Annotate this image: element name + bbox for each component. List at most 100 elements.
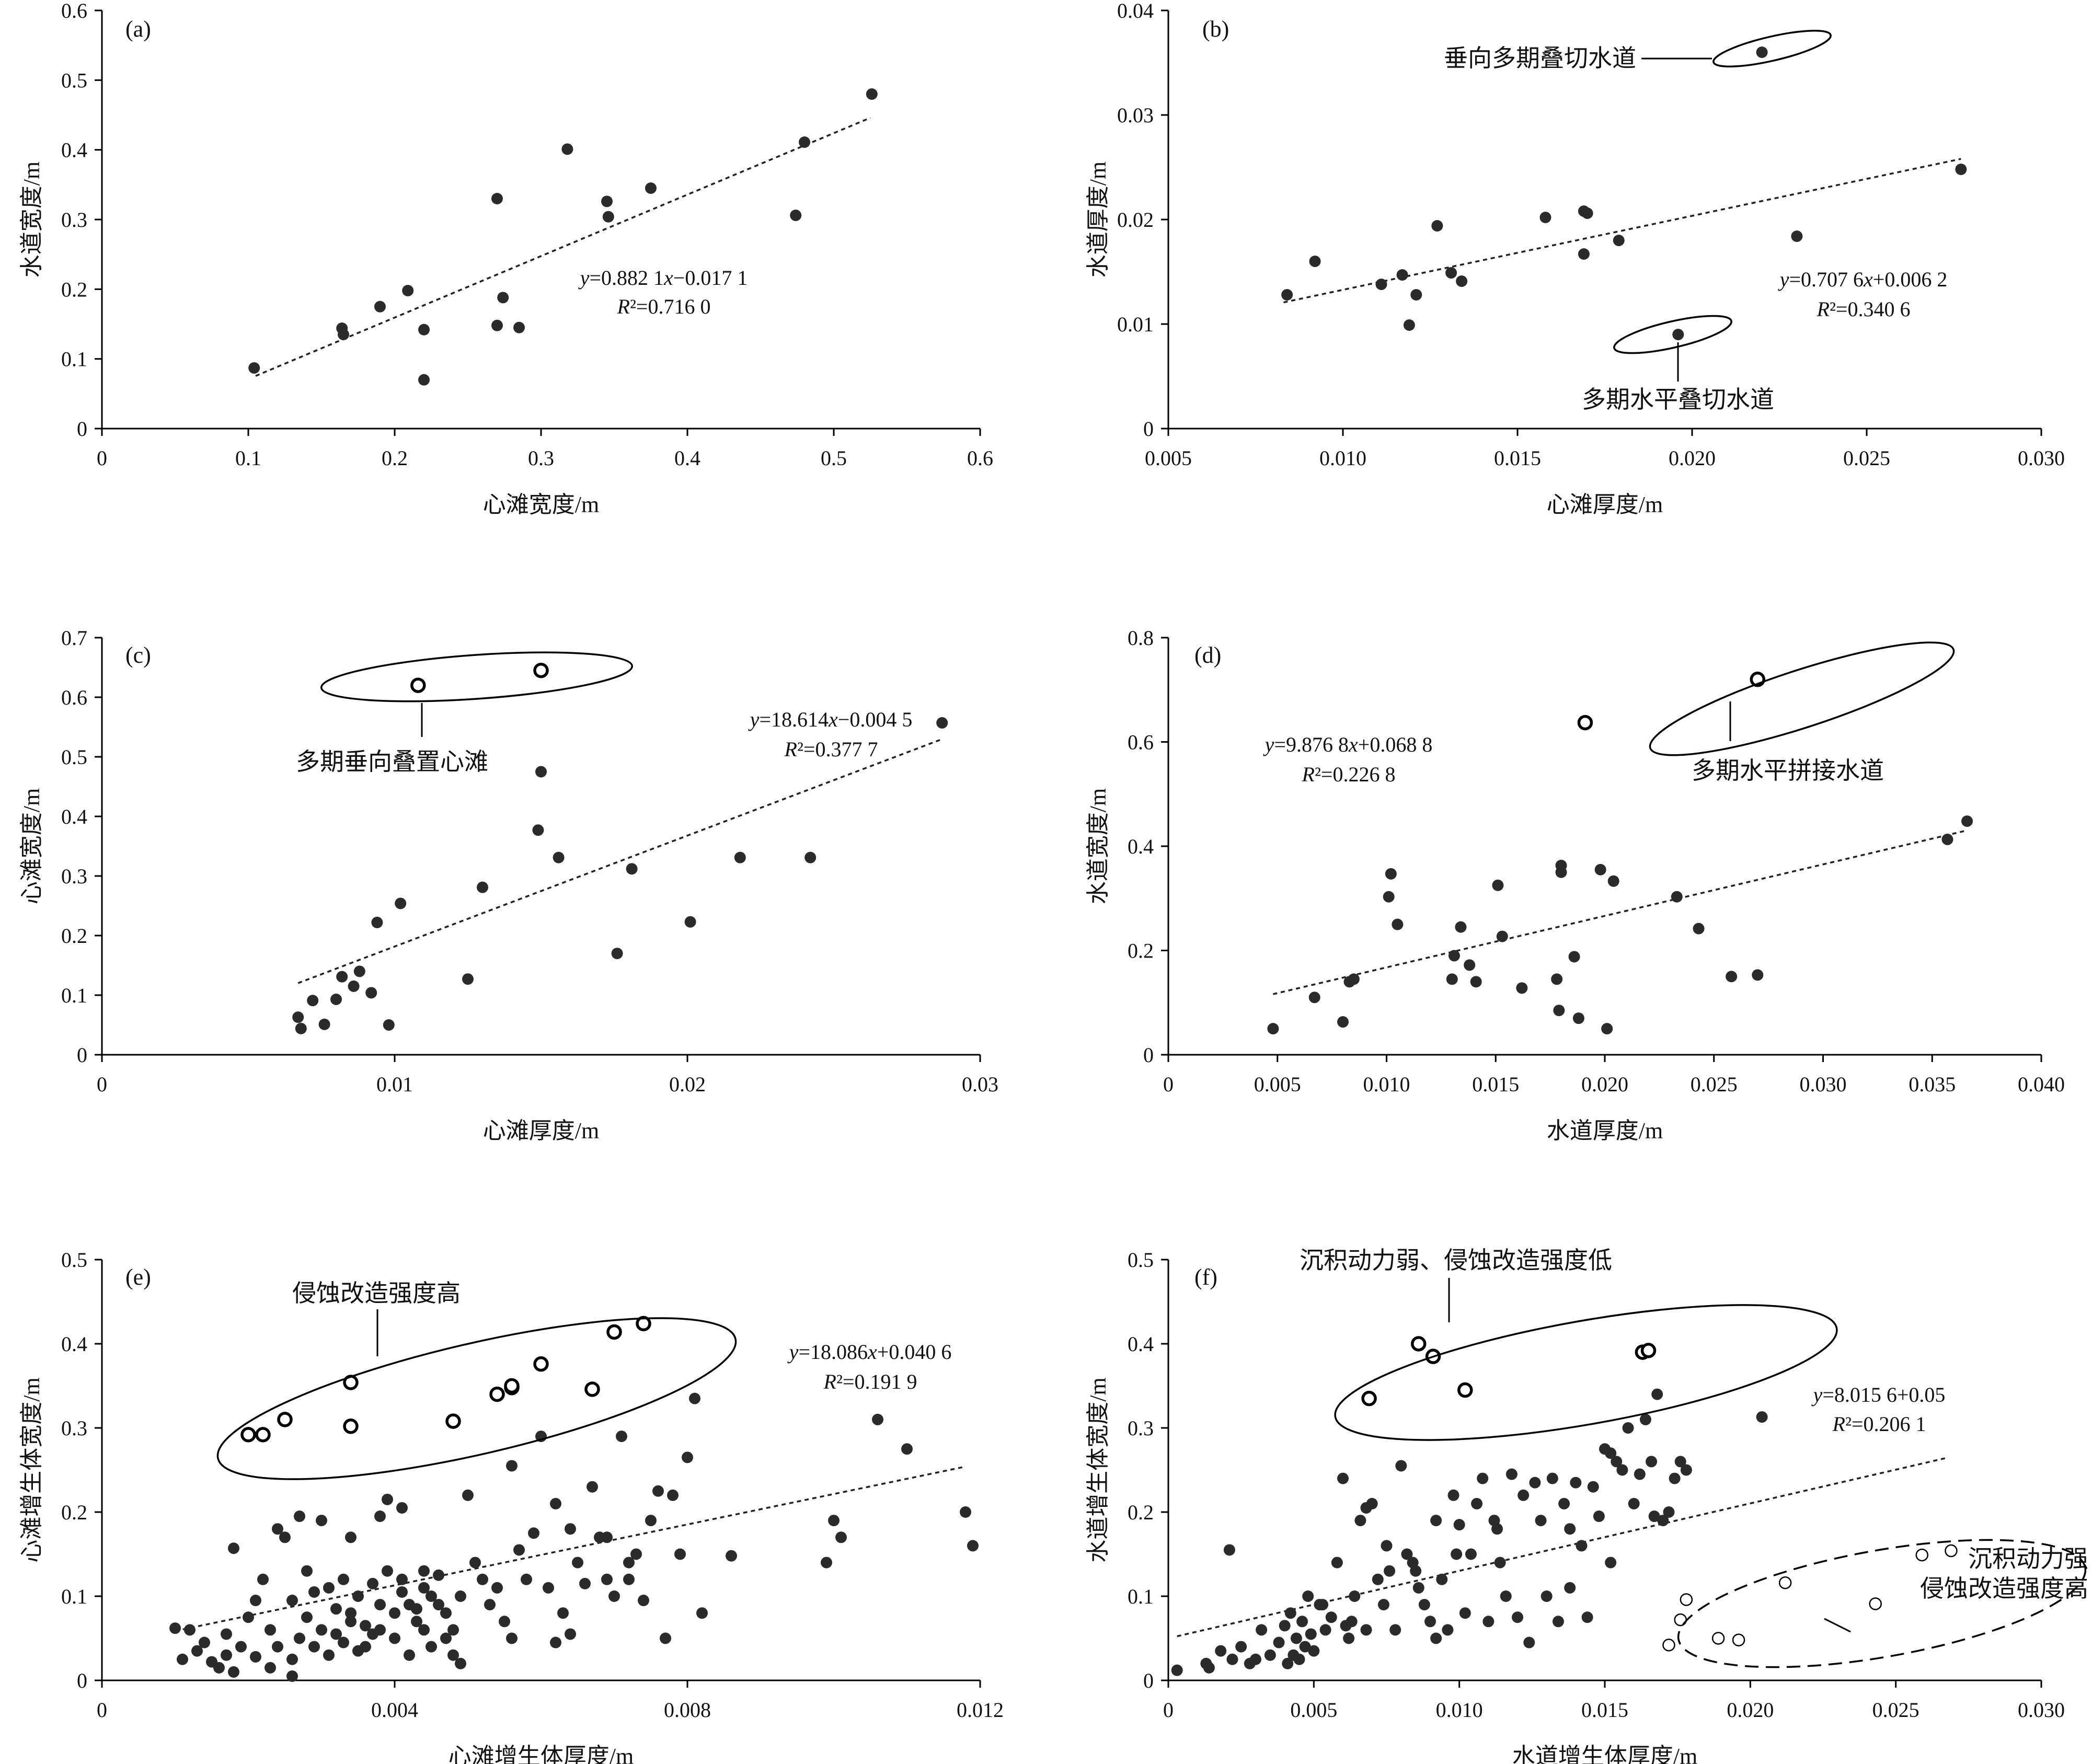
- y-tick-label: 0.2: [61, 278, 87, 301]
- data-point: [169, 1622, 181, 1634]
- data-point: [389, 1632, 400, 1644]
- data-point: [1424, 1616, 1436, 1628]
- data-point: [1651, 1388, 1663, 1400]
- data-point: [365, 987, 377, 999]
- data-point: [1171, 1664, 1183, 1676]
- data-point: [1215, 1645, 1227, 1657]
- data-point: [484, 1599, 496, 1611]
- data-point: [506, 1460, 518, 1472]
- data-point: [684, 916, 696, 928]
- x-tick-label: 0: [1163, 1698, 1174, 1722]
- x-tick-label: 0.004: [371, 1698, 418, 1722]
- panel-a: 0 0.1 0.2 0.3 0.4 0.5 0.6 0 0.1 0.2 0.3 0.4 0.5 0.6 心滩…: [19, 0, 993, 517]
- x-tick-label: 0.025: [1843, 446, 1890, 470]
- data-point: [1305, 1628, 1317, 1640]
- data-point: [1381, 1540, 1393, 1552]
- data-point: [1308, 1645, 1320, 1657]
- data-point: [1284, 1607, 1296, 1619]
- y-tick-label: 0.4: [1128, 835, 1154, 858]
- data-point: [1436, 1573, 1448, 1585]
- data-point: [353, 965, 365, 977]
- data-point: [1581, 1611, 1593, 1623]
- data-point: [294, 1511, 305, 1523]
- data-point: [1541, 1590, 1553, 1602]
- data-point: [411, 1603, 422, 1615]
- data-point: [1317, 1599, 1329, 1611]
- data-point: [1296, 1616, 1308, 1628]
- data-point: [1410, 289, 1422, 301]
- data-point: [1657, 1515, 1669, 1527]
- data-point: [396, 1502, 408, 1514]
- data-point: [1564, 1582, 1576, 1594]
- y-tick-label: 0: [1143, 1669, 1154, 1692]
- data-point: [1546, 1472, 1558, 1484]
- y-tick-label: 0.1: [61, 984, 87, 1007]
- data-point: [426, 1590, 437, 1602]
- data-point: [440, 1607, 452, 1619]
- data-point: [1331, 1557, 1343, 1569]
- data-point: [1680, 1464, 1692, 1476]
- data-point: [228, 1666, 239, 1678]
- x-tick-label: 0.5: [821, 446, 847, 470]
- x-tick-label: 0.1: [235, 446, 261, 470]
- data-point: [1325, 1611, 1337, 1623]
- data-point: [440, 1632, 452, 1644]
- data-point: [1752, 969, 1764, 981]
- data-point: [1456, 275, 1468, 287]
- data-point: [402, 285, 414, 296]
- highlighted-data-point: [277, 1412, 293, 1427]
- data-point: [535, 766, 547, 778]
- data-point: [601, 1573, 613, 1585]
- data-point: [1611, 1456, 1623, 1468]
- data-point: [561, 143, 573, 155]
- open-data-point: [1945, 1544, 1958, 1558]
- data-point: [1360, 1502, 1372, 1514]
- data-point: [1494, 1557, 1506, 1569]
- y-tick-label: 0.4: [1128, 1332, 1154, 1356]
- data-point: [638, 1595, 649, 1607]
- y-axis-title: 水道宽度/m: [1085, 788, 1111, 904]
- data-point: [1726, 971, 1738, 983]
- data-point: [294, 1632, 305, 1644]
- data-point: [469, 1557, 481, 1569]
- data-point: [1299, 1641, 1311, 1653]
- trend-line: [1283, 158, 1961, 304]
- y-tick-label: 0.8: [1128, 626, 1154, 650]
- trend-line: [1272, 829, 1968, 995]
- highlighted-data-point: [410, 677, 426, 693]
- data-point: [1279, 1620, 1291, 1632]
- data-point: [426, 1641, 437, 1653]
- panel-f: 0 0.005 0.010 0.015 0.020 0.025 0.030 0 0.1 0.2 0.…: [1085, 1247, 2088, 1764]
- data-point: [308, 1641, 320, 1653]
- data-point: [1941, 834, 1953, 846]
- data-point: [1601, 1023, 1613, 1035]
- data-point: [1430, 1515, 1442, 1527]
- data-point: [371, 916, 383, 928]
- data-point: [1578, 248, 1590, 260]
- data-point: [1392, 918, 1404, 930]
- data-point: [250, 1595, 261, 1607]
- data-point: [382, 1565, 393, 1577]
- x-tick-label: 0.020: [1727, 1698, 1774, 1722]
- data-point: [1539, 212, 1551, 223]
- data-point: [248, 362, 260, 374]
- data-point: [550, 1497, 561, 1509]
- data-point: [623, 1573, 635, 1585]
- highlighted-data-point: [489, 1386, 505, 1402]
- data-point: [336, 971, 348, 983]
- y-tick-label: 0.4: [61, 1332, 87, 1356]
- data-point: [272, 1523, 283, 1535]
- data-point: [352, 1590, 364, 1602]
- data-point: [1377, 1599, 1389, 1611]
- data-point: [345, 1607, 357, 1619]
- x-tick-label: 0.005: [1290, 1698, 1337, 1722]
- data-point: [382, 1493, 393, 1505]
- y-tick-label: 0: [1143, 1043, 1154, 1067]
- data-point: [1203, 1662, 1215, 1674]
- data-point: [1226, 1653, 1238, 1665]
- data-point: [1223, 1544, 1235, 1556]
- y-tick-label: 0.5: [61, 68, 87, 92]
- annotation-label: 侵蚀改造强度高: [1920, 1575, 2088, 1602]
- data-point: [348, 980, 360, 992]
